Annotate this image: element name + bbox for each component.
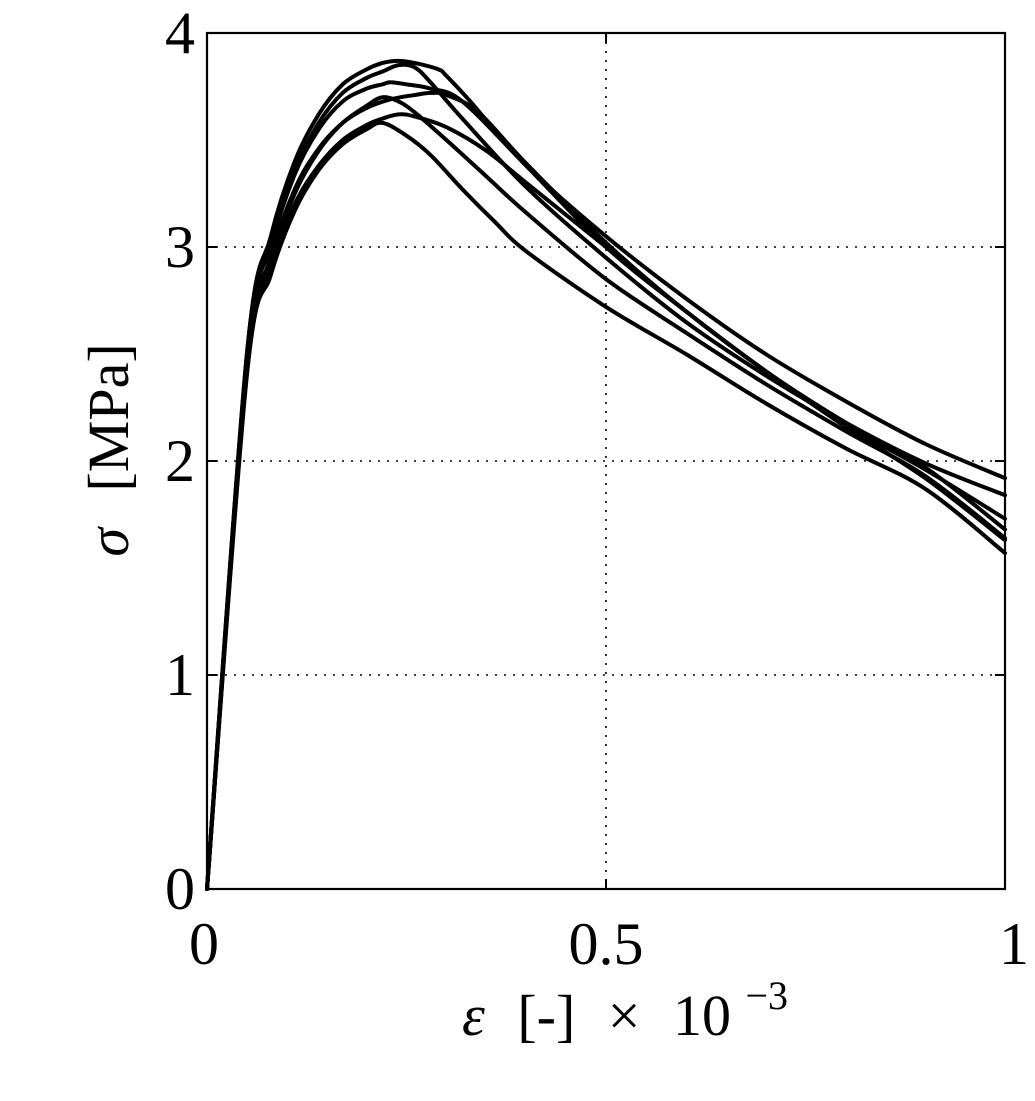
y-axis-label: σ [MPa]: [76, 343, 141, 556]
x-axis-unit: [-]: [517, 983, 575, 1048]
series-group: [205, 58, 1007, 891]
x-tick-label: 1: [999, 911, 1029, 977]
x-tick-label: 0: [189, 911, 219, 977]
y-axis-symbol: σ: [76, 526, 141, 557]
y-tick-label: 2: [165, 428, 195, 494]
x-axis-scale-base: 10: [673, 983, 731, 1048]
series-line-4: [205, 90, 1007, 891]
series-line-3: [205, 80, 1007, 891]
series-line-2: [205, 62, 1007, 891]
y-tick-label: 4: [165, 0, 195, 66]
series-line-5: [205, 95, 1007, 891]
x-axis-times: ×: [608, 983, 641, 1048]
series-line-6: [205, 112, 1007, 891]
tick-labels: 0 1 2 3 4 0 0.5 1: [165, 0, 1029, 977]
x-axis-symbol: ε: [462, 983, 485, 1048]
x-tick-label: 0.5: [569, 911, 644, 977]
y-axis-unit: [MPa]: [76, 343, 141, 491]
x-axis-scale-exponent: −3: [745, 973, 788, 1018]
x-axis-label: ε [-] × 10 −3: [462, 973, 788, 1048]
ticks: [206, 32, 1006, 890]
y-tick-label: 3: [165, 214, 195, 280]
y-tick-label: 0: [165, 856, 195, 922]
series-line-7: [205, 120, 1007, 891]
y-tick-label: 1: [165, 642, 195, 708]
